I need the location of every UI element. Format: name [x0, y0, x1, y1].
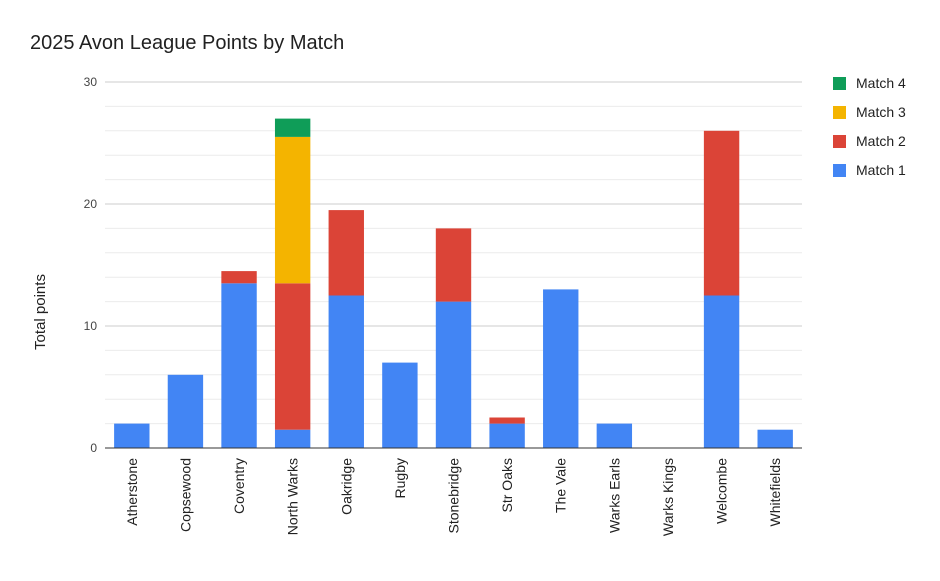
x-category-label: Welcombe [714, 458, 730, 524]
bar-segment-match-1 [274, 429, 311, 448]
bar-segment-match-2 [435, 228, 472, 302]
y-tick-label: 20 [84, 197, 98, 211]
x-category-label: Whitefields [767, 458, 783, 526]
y-tick-label: 30 [84, 75, 98, 89]
y-tick-label: 10 [84, 319, 98, 333]
bar-segment-match-1 [328, 295, 364, 448]
x-category-label: Rugby [392, 458, 408, 498]
bar-segment-match-1 [596, 423, 633, 448]
legend-swatch [833, 164, 846, 177]
x-category-label: Warks Kings [660, 458, 676, 536]
bar-segment-match-3 [274, 136, 311, 284]
bar-segment-match-1 [703, 295, 740, 448]
x-category-label: Stonebridge [446, 458, 462, 534]
bar-segment-match-2 [221, 271, 257, 284]
x-category-label: Atherstone [124, 458, 140, 526]
x-axis-categories: Atherstone Copsewood Coventry North Warks Oa… [124, 458, 783, 536]
legend-label: Match 3 [856, 104, 906, 120]
legend-label: Match 4 [856, 75, 906, 91]
x-category-label: North Warks [285, 458, 301, 535]
legend-swatch [833, 106, 846, 119]
bar-segment-match-2 [328, 210, 364, 296]
bar-segment-match-1 [167, 374, 204, 448]
bar-segment-match-1 [382, 362, 418, 448]
y-axis-ticks: 0 10 20 30 [84, 75, 98, 455]
chart-title: 2025 Avon League Points by Match [30, 32, 344, 54]
bar-segment-match-1 [757, 429, 793, 448]
legend-swatch [833, 135, 846, 148]
x-category-label: Copsewood [177, 458, 193, 532]
bar-segment-match-1 [435, 301, 472, 448]
bar-segment-match-1 [221, 283, 257, 448]
x-category-label: The Vale [553, 458, 569, 513]
bar-segment-match-1 [114, 423, 150, 448]
bar-segment-match-1 [489, 423, 525, 448]
bar-segment-match-2 [489, 417, 525, 424]
bar-segment-match-1 [543, 289, 579, 448]
x-category-label: Oakridge [338, 458, 354, 515]
bar-segment-match-2 [703, 130, 740, 296]
legend-label: Match 1 [856, 162, 906, 178]
legend-swatch [833, 77, 846, 90]
x-category-label: Warks Earls [606, 458, 622, 533]
bars [114, 118, 793, 448]
bar-segment-match-2 [274, 283, 311, 430]
bar-segment-match-4 [274, 118, 311, 137]
x-category-label: Str Oaks [499, 458, 515, 512]
x-category-label: Coventry [231, 458, 247, 514]
legend-label: Match 2 [856, 133, 906, 149]
y-axis-label: Total points [32, 274, 49, 350]
legend: Match 4 Match 3 Match 2 Match 1 [833, 75, 906, 178]
y-tick-label: 0 [90, 441, 97, 455]
